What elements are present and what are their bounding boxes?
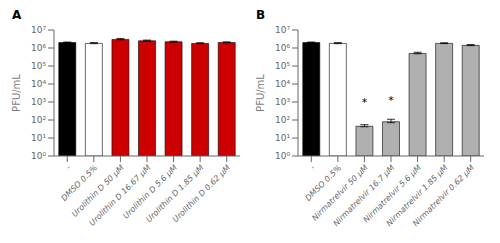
svg-text:10⁰: 10⁰ (275, 151, 290, 161)
svg-text:10⁵: 10⁵ (31, 61, 46, 71)
svg-text:Urolithin D 50 μM: Urolithin D 50 μM (70, 163, 126, 219)
svg-text:DMSO 0.5%: DMSO 0.5% (303, 163, 344, 203)
svg-text:10⁷: 10⁷ (31, 25, 46, 35)
html-text:B: B (256, 8, 266, 22)
svg-text:DMSO 0.5%: DMSO 0.5% (59, 163, 100, 203)
svg-text:-: - (308, 163, 316, 171)
svg-text:Nirmatrelvir 5.6 μM: Nirmatrelvir 5.6 μM (361, 163, 423, 225)
svg-text:PFU/mL: PFU/mL (11, 74, 22, 112)
svg-text:Nirmatrelvir 0.62 μM: Nirmatrelvir 0.62 μM (411, 163, 476, 228)
svg-text:*: * (388, 94, 394, 107)
svg-text:Urolithin D 5.6 μM: Urolithin D 5.6 μM (121, 163, 179, 221)
svg-text:Nirmatrelvir 16.7 μM: Nirmatrelvir 16.7 μM (331, 163, 397, 229)
svg-text:*: * (362, 96, 368, 109)
svg-text:10¹: 10¹ (275, 133, 290, 143)
svg-text:Nirmatrelvir 1.85 μM: Nirmatrelvir 1.85 μM (384, 163, 450, 229)
svg-text:Urolithin D 1.85 μM: Urolithin D 1.85 μM (144, 163, 206, 225)
svg-text:Urolithin D 0.62 μM: Urolithin D 0.62 μM (171, 163, 232, 224)
svg-text:10⁰: 10⁰ (31, 151, 46, 161)
svg-text:10⁷: 10⁷ (275, 25, 290, 35)
svg-text:10⁴: 10⁴ (275, 79, 290, 89)
svg-text:10¹: 10¹ (31, 133, 46, 143)
svg-text:-: - (64, 163, 72, 171)
svg-text:10³: 10³ (275, 97, 290, 107)
svg-text:10⁴: 10⁴ (31, 79, 46, 89)
svg-text:10²: 10² (275, 115, 290, 125)
svg-text:Nirmatrelvir 50 μM: Nirmatrelvir 50 μM (310, 163, 370, 223)
html-text:A: A (12, 8, 22, 22)
svg-text:10³: 10³ (31, 97, 46, 107)
svg-text:10²: 10² (31, 115, 46, 125)
svg-text:10⁶: 10⁶ (31, 43, 46, 53)
svg-text:Urolithin D 16.67 μM: Urolithin D 16.67 μM (87, 163, 153, 228)
svg-text:10⁵: 10⁵ (275, 61, 290, 71)
svg-text:10⁶: 10⁶ (275, 43, 290, 53)
svg-text:PFU/mL: PFU/mL (255, 74, 266, 112)
